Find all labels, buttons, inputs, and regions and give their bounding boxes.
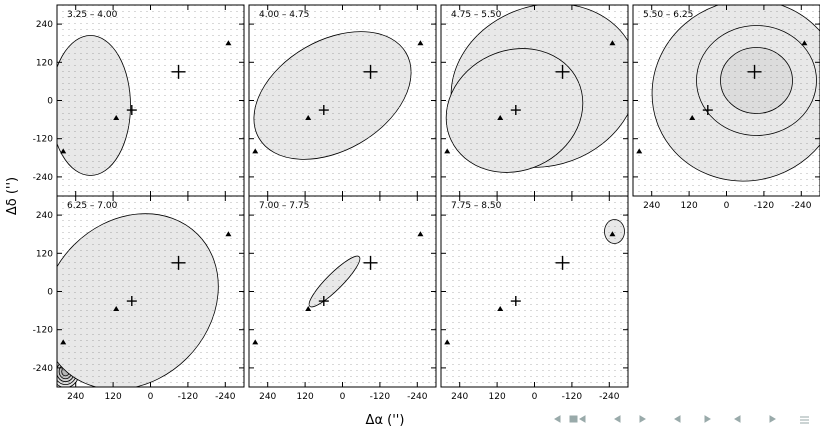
cross-marker: [702, 105, 713, 116]
y-tick-label: 0: [47, 97, 53, 107]
contours: [308, 255, 361, 308]
triangle-marker: [497, 306, 504, 312]
x-tick-label: -240: [599, 392, 620, 402]
panel-bg: [249, 196, 436, 387]
panel-label: 4.75 – 5.50: [451, 10, 502, 20]
contours: [57, 35, 131, 176]
panel-bg: [441, 196, 628, 387]
y-tick-label: 240: [36, 20, 53, 30]
triangle-marker: [417, 231, 424, 237]
x-tick-label: 120: [297, 392, 314, 402]
contours: [651, 5, 820, 182]
x-tick-label: 0: [532, 392, 538, 402]
y-tick-label: -120: [33, 326, 54, 336]
panel: 4.75 – 5.50: [440, 4, 629, 197]
triangle-marker: [609, 231, 616, 237]
y-tick-label: 120: [36, 249, 53, 259]
y-tick-label: -240: [33, 173, 54, 183]
x-tick-label: 120: [681, 201, 698, 211]
triangle-marker: [444, 148, 451, 154]
cross-marker: [363, 64, 378, 79]
triangle-marker: [60, 148, 67, 154]
panel: 3.25 – 4.00 240 120 0 -120 -240: [33, 4, 245, 197]
y-tick-label: 240: [36, 211, 53, 221]
cross-marker: [510, 296, 521, 307]
triangle-marker: [497, 115, 504, 121]
x-tick-label: 0: [148, 392, 154, 402]
cross-marker: [126, 296, 137, 307]
cross-marker: [171, 255, 186, 270]
panel: 5.50 – 6.25 240 120 0 -120 -240: [632, 4, 820, 211]
contour: [720, 47, 793, 114]
cross-marker: [363, 255, 378, 270]
panel: 4.00 – 4.75: [248, 4, 437, 197]
x-tick-label: -120: [370, 392, 391, 402]
y-tick-label: -240: [33, 364, 54, 374]
triangle-marker: [609, 40, 616, 46]
cross-marker: [747, 64, 762, 79]
x-tick-label: 240: [259, 392, 276, 402]
x-tick-label: -240: [791, 201, 812, 211]
panel-label: 5.50 – 6.25: [643, 10, 693, 20]
x-tick-label: 120: [489, 392, 506, 402]
y-tick-label: 0: [47, 288, 53, 298]
panel: 7.00 – 7.75 240 120 0 -120 -240: [248, 195, 437, 402]
cross-marker: [555, 64, 570, 79]
panel-label: 4.00 – 4.75: [259, 10, 309, 20]
triangle-marker: [60, 339, 67, 345]
x-tick-label: 240: [451, 392, 468, 402]
panel-label: 7.00 – 7.75: [259, 201, 309, 211]
x-tick-label: -120: [754, 201, 775, 211]
x-axis-title: Δα (''): [366, 413, 405, 428]
triangle-marker: [444, 339, 451, 345]
triangle-marker: [252, 148, 259, 154]
panel: 6.25 – 7.00 240 120 0 -120 -240 240 120 0 -120 -24…: [33, 195, 245, 402]
cross-marker: [318, 296, 329, 307]
x-tick-label: -120: [178, 392, 199, 402]
x-tick-label: -240: [215, 392, 236, 402]
x-tick-label: -120: [562, 392, 583, 402]
nav-symbols: [554, 415, 809, 424]
contours: [253, 31, 412, 160]
x-tick-label: 120: [105, 392, 122, 402]
x-tick-label: 0: [724, 201, 730, 211]
panel-label: 6.25 – 7.00: [67, 201, 118, 211]
x-tick-label: -240: [407, 392, 428, 402]
triangle-marker: [305, 115, 312, 121]
triangle-marker: [252, 339, 259, 345]
panel-label: 7.75 – 8.50: [451, 201, 502, 211]
triangle-marker: [417, 40, 424, 46]
triangle-marker: [801, 40, 808, 46]
contour: [308, 255, 361, 308]
cross-marker: [510, 105, 521, 116]
cross-marker: [555, 255, 570, 270]
triangle-marker: [113, 115, 120, 121]
cross-marker: [171, 64, 186, 79]
x-tick-label: 240: [643, 201, 660, 211]
triangle-marker: [225, 40, 232, 46]
cross-marker: [318, 105, 329, 116]
contour: [253, 31, 412, 160]
contour: [57, 35, 131, 176]
x-tick-label: 240: [67, 392, 84, 402]
triangle-marker: [689, 115, 696, 121]
y-tick-label: 120: [36, 58, 53, 68]
cross-marker: [126, 105, 137, 116]
triangle-marker: [113, 306, 120, 312]
panel-label: 3.25 – 4.00: [67, 10, 118, 20]
triangle-marker: [305, 306, 312, 312]
contour: [604, 219, 625, 244]
y-axis-title: Δδ (''): [5, 177, 20, 215]
triangle-marker: [636, 148, 643, 154]
triangle-marker: [225, 231, 232, 237]
contours: [604, 219, 625, 244]
x-tick-label: 0: [340, 392, 346, 402]
panel: 7.75 – 8.50 240 120 0 -120 -240: [440, 195, 629, 402]
y-tick-label: -120: [33, 135, 54, 145]
